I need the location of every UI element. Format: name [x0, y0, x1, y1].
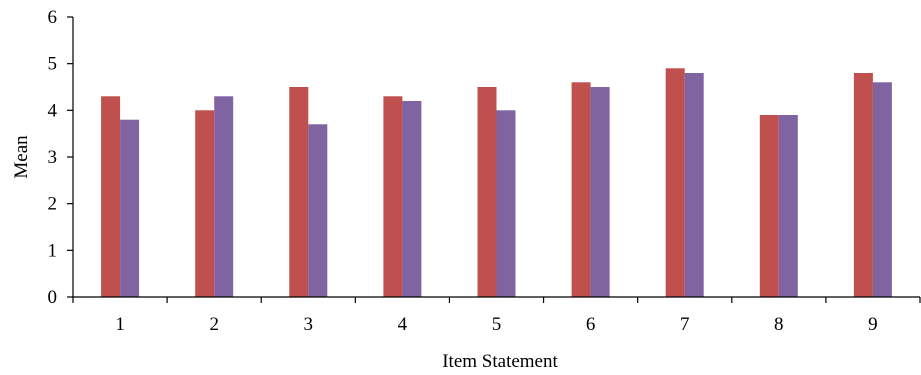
bars-group [101, 68, 892, 297]
y-tick-label: 2 [48, 194, 58, 215]
y-tick-label: 4 [48, 100, 58, 121]
x-tick-label: 2 [209, 314, 219, 335]
y-tick-label: 5 [48, 54, 58, 75]
bar-series-2-item-5 [496, 110, 516, 297]
y-tick-label: 0 [48, 287, 58, 308]
y-tick-label: 6 [48, 7, 58, 28]
bar-series-1-item-8 [759, 115, 779, 297]
x-tick-label: 5 [492, 314, 502, 335]
bar-series-2-item-4 [402, 101, 422, 297]
x-axis-title: Item Statement [442, 351, 558, 372]
bar-series-2-item-6 [590, 87, 610, 297]
y-tick-label: 3 [48, 147, 58, 168]
x-ticks-group: 1 2 3 4 5 6 7 8 9 [72, 297, 921, 335]
x-tick-label: 9 [868, 314, 878, 335]
bar-series-1-item-4 [383, 96, 403, 297]
bar-series-1-item-7 [665, 68, 685, 297]
x-tick-label: 6 [586, 314, 596, 335]
x-tick-label: 8 [774, 314, 784, 335]
x-tick-label: 3 [304, 314, 314, 335]
bar-series-1-item-5 [477, 87, 497, 297]
bar-series-1-item-6 [571, 82, 591, 297]
bar-series-2-item-7 [684, 73, 704, 297]
x-tick-label: 4 [398, 314, 408, 335]
bar-series-2-item-2 [214, 96, 234, 297]
y-tick-label: 1 [48, 240, 58, 261]
bar-series-2-item-9 [872, 82, 892, 297]
bar-series-1-item-1 [101, 96, 121, 297]
bar-series-2-item-3 [308, 124, 328, 297]
y-ticks-group: 0 1 2 3 4 5 6 [48, 7, 73, 308]
x-tick-label: 7 [680, 314, 690, 335]
bar-series-1-item-2 [195, 110, 215, 297]
bar-series-2-item-1 [120, 119, 140, 297]
x-tick-label: 1 [115, 314, 125, 335]
bar-series-2-item-8 [778, 115, 798, 297]
bar-series-1-item-9 [853, 73, 873, 297]
y-axis-title: Mean [11, 135, 32, 179]
bar-series-1-item-3 [289, 87, 309, 297]
